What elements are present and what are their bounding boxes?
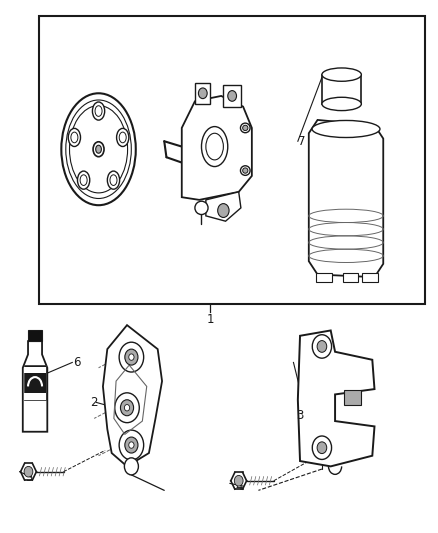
Circle shape [119,430,144,460]
Ellipse shape [78,171,90,189]
Ellipse shape [95,106,102,116]
Text: 6: 6 [73,356,81,369]
Ellipse shape [68,128,81,147]
Bar [362,273,378,282]
Circle shape [125,349,138,365]
Circle shape [198,88,207,99]
Circle shape [124,458,138,475]
Ellipse shape [195,201,208,215]
Bar [316,273,332,282]
Text: 1: 1 [206,313,214,326]
Ellipse shape [117,128,129,147]
Circle shape [124,405,130,411]
Bar [343,273,358,282]
Circle shape [218,204,229,217]
Bar [195,83,210,104]
Circle shape [228,91,237,101]
Ellipse shape [206,133,223,160]
Circle shape [312,335,332,358]
Ellipse shape [93,142,104,157]
Text: 5: 5 [25,471,32,483]
Bar [24,367,46,373]
Bar [344,390,361,405]
Polygon shape [309,120,383,277]
Circle shape [125,437,138,453]
Ellipse shape [95,145,101,154]
Circle shape [129,442,134,448]
Text: 7: 7 [298,135,306,148]
Circle shape [119,342,144,372]
Text: 3: 3 [297,409,304,422]
Ellipse shape [110,175,117,185]
Ellipse shape [240,166,250,175]
Ellipse shape [119,132,126,143]
Polygon shape [298,330,374,466]
Ellipse shape [80,175,87,185]
Ellipse shape [201,126,228,166]
Circle shape [317,442,327,454]
Ellipse shape [312,120,380,138]
Ellipse shape [92,102,105,120]
Circle shape [312,436,332,459]
Bar [24,393,46,400]
Polygon shape [206,192,241,221]
Polygon shape [23,341,47,432]
Circle shape [120,400,134,416]
Ellipse shape [61,93,136,205]
Ellipse shape [107,171,120,189]
Circle shape [115,393,139,423]
Bar [28,330,42,341]
Polygon shape [182,96,252,200]
Circle shape [317,341,327,352]
Ellipse shape [243,125,248,131]
Ellipse shape [243,168,248,173]
Circle shape [129,354,134,360]
Bar [223,85,241,107]
Ellipse shape [240,123,250,133]
Circle shape [234,475,243,486]
Polygon shape [103,325,162,466]
Bar [39,16,425,304]
Text: 2: 2 [90,396,98,409]
Ellipse shape [322,97,361,111]
Text: 4: 4 [235,480,243,492]
Ellipse shape [322,68,361,82]
Bar [322,75,361,104]
Ellipse shape [71,132,78,143]
Circle shape [24,466,33,477]
Bar [24,365,46,400]
